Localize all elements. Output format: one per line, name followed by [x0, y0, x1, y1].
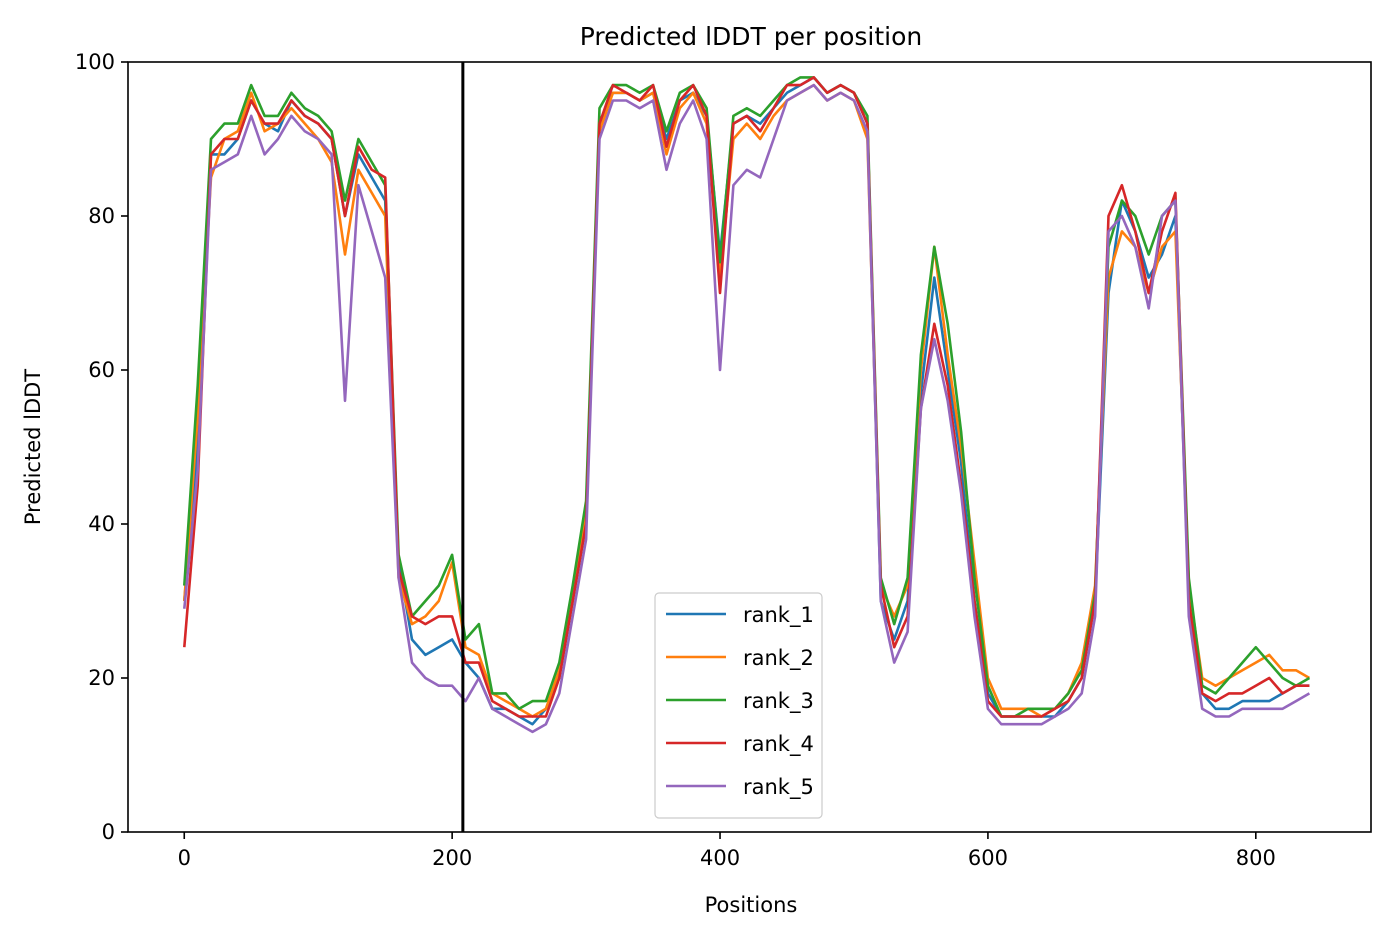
y-axis-ticks: 0 20 40 60 80 100 — [75, 50, 128, 844]
plot-frame — [127, 61, 1372, 833]
x-tick-label: 800 — [1236, 846, 1276, 870]
legend-label-rank_3: rank_3 — [743, 689, 814, 714]
legend-label-rank_4: rank_4 — [743, 732, 814, 757]
x-tick-label: 400 — [700, 846, 740, 870]
y-tick-label: 60 — [88, 358, 115, 382]
y-axis-title: Predicted lDDT — [21, 369, 45, 525]
series-line-rank_3 — [183, 76, 1311, 718]
x-tick-label: 600 — [968, 846, 1008, 870]
y-tick-label: 40 — [88, 512, 115, 536]
series-line-rank_4 — [183, 76, 1310, 718]
x-tick-label: 200 — [432, 846, 472, 870]
y-tick-label: 0 — [102, 820, 115, 844]
series-line-rank_5 — [183, 83, 1311, 734]
series-layer — [183, 76, 1311, 734]
x-axis-ticks: 0 200 400 600 800 — [178, 832, 1276, 870]
legend-box — [654, 592, 823, 819]
series-line-rank_2 — [183, 83, 1311, 718]
x-tick-label: 0 — [178, 846, 191, 870]
chart-title: Predicted lDDT per position — [580, 22, 922, 51]
legend-label-rank_1: rank_1 — [743, 603, 814, 628]
y-tick-label: 20 — [88, 666, 115, 690]
legend-label-rank_5: rank_5 — [743, 775, 814, 800]
y-tick-label: 80 — [88, 204, 115, 228]
legend: rank_1 rank_2 rank_3 rank_4 rank_5 — [654, 592, 823, 819]
legend-label-rank_2: rank_2 — [743, 646, 814, 671]
x-axis-title: Positions — [705, 893, 798, 917]
y-tick-label: 100 — [75, 50, 115, 74]
